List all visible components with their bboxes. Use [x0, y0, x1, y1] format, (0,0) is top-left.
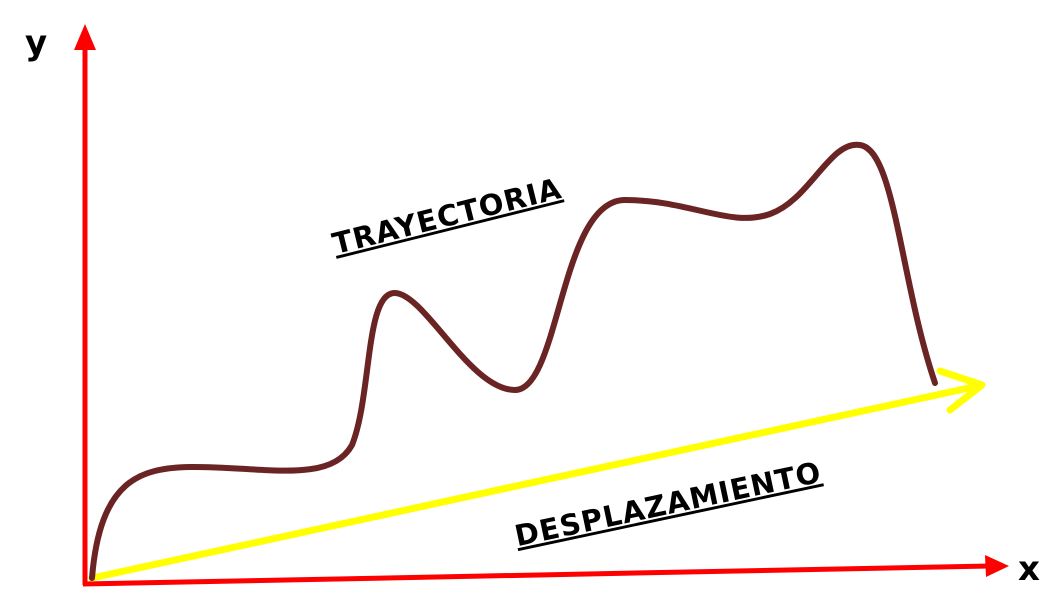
x-axis — [82, 563, 991, 587]
y-axis-label: y — [25, 23, 47, 63]
displacement-arrow — [88, 382, 982, 582]
x-axis-label: x — [1018, 549, 1040, 589]
trajectory-label: TRAYECTORIA — [329, 171, 565, 261]
displacement-arrowhead — [936, 367, 986, 414]
trajectory-curve — [89, 141, 938, 581]
y-axis-arrowhead — [74, 24, 96, 50]
displacement-label: DESPLAZAMIENTO — [512, 455, 825, 553]
x-axis-arrowhead — [985, 555, 1009, 577]
